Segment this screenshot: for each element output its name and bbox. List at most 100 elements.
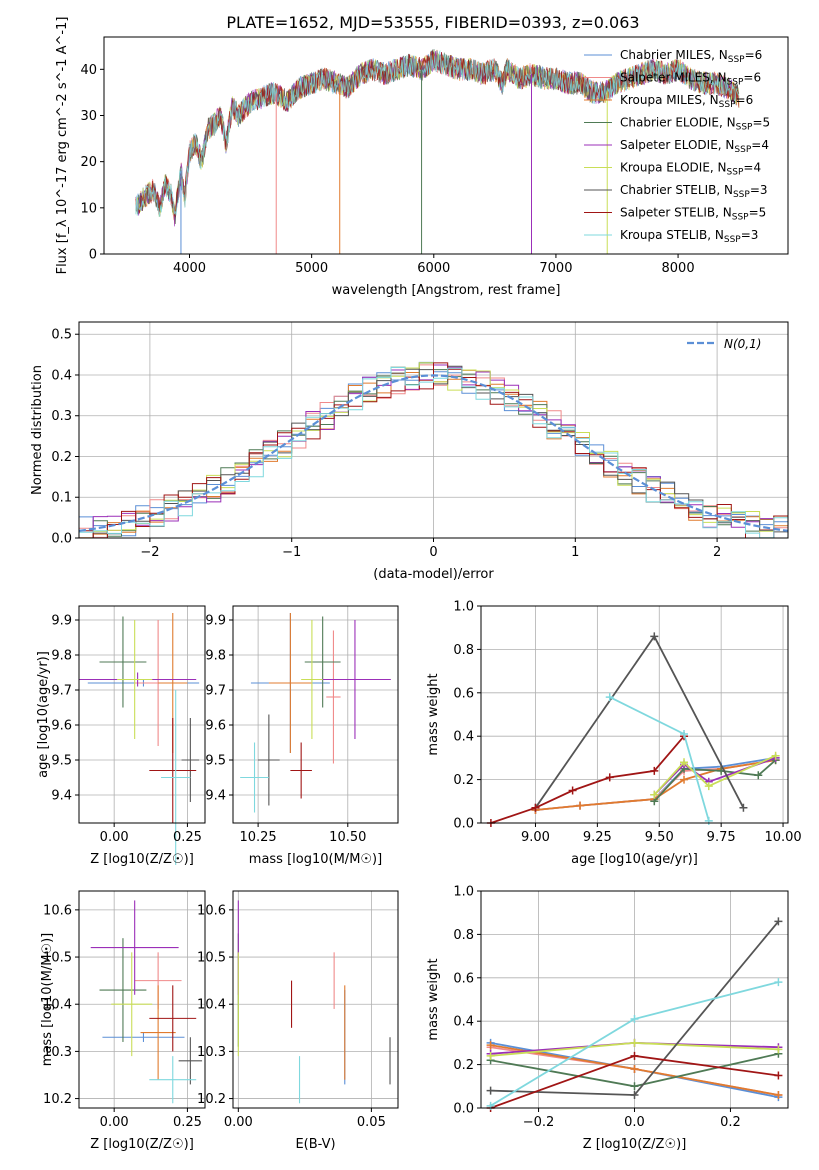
- y-tick-label: 10.4: [43, 998, 72, 1013]
- y-tick-label: 9.5: [51, 754, 72, 769]
- x-tick-label: 9.00: [521, 830, 550, 845]
- data-point-marker: [739, 803, 748, 812]
- x-tick-label: 0.00: [100, 1115, 129, 1130]
- y-tick-label: 10: [80, 201, 97, 216]
- y-tick-label: 10.6: [43, 903, 72, 918]
- axes-frame: [480, 605, 789, 824]
- data-point-marker: [704, 782, 713, 791]
- y-tick-label: 0.0: [453, 1102, 474, 1117]
- y-tick-label: 9.6: [51, 719, 72, 734]
- legend-label: Chabrier STELIB, NSSP=3: [620, 183, 768, 200]
- mass-weight-line: [490, 735, 685, 824]
- y-tick-label: 9.7: [51, 684, 72, 699]
- y-tick-label: 0.5: [51, 328, 72, 343]
- data-point-marker: [486, 1051, 495, 1060]
- y-tick-label: 0.2: [51, 450, 72, 465]
- x-axis-label: mass [log10(M/M☉)]: [249, 852, 382, 867]
- y-tick-label: 10.3: [197, 1045, 226, 1060]
- figure-title: PLATE=1652, MJD=53555, FIBERID=0393, z=0…: [226, 13, 639, 32]
- x-axis-label: Z [log10(Z/Z☉)]: [90, 852, 194, 867]
- x-axis-label: age [log10(age/yr)]: [571, 852, 698, 867]
- axes-frame: [78, 890, 206, 1109]
- data-point-marker: [680, 775, 689, 784]
- x-tick-label: 0.25: [173, 1115, 202, 1130]
- y-tick-label: 0.8: [453, 928, 474, 943]
- data-point-marker: [650, 790, 659, 799]
- axes-frame: [232, 605, 399, 824]
- x-axis-label: (data-model)/error: [373, 567, 494, 582]
- normal-curve: [79, 374, 788, 532]
- data-point-marker: [605, 773, 614, 782]
- panel-mass-vs-Z: 0.00 0.25 10.2 10.3 10.4 10.5 10.6 Z [log10(Z/Z…: [40, 890, 206, 1152]
- y-tick-label: 9.5: [205, 754, 226, 769]
- plot-area: [90, 900, 203, 1104]
- y-tick-label: 0.1: [51, 491, 72, 506]
- y-axis-label: mass [log10(M/M☉)]: [40, 933, 55, 1066]
- plot-area: [79, 361, 788, 538]
- legend-label: Kroupa STELIB, NSSP=3: [620, 228, 758, 245]
- x-axis-label: wavelength [Angstrom, rest frame]: [332, 283, 561, 298]
- data-point-marker: [630, 1038, 639, 1047]
- spectrum-line: [135, 49, 740, 217]
- y-tick-label: 9.4: [51, 789, 72, 804]
- y-tick-label: 9.4: [205, 789, 226, 804]
- y-tick-label: 0.2: [453, 1058, 474, 1073]
- axes-frame: [78, 605, 206, 824]
- chart-layer: 4000 5000 6000 7000 8000010203040wavelength …: [30, 17, 802, 1152]
- x-tick-label: 0.25: [173, 830, 202, 845]
- mass-weight-line: [535, 759, 776, 811]
- y-tick-label: 10.5: [43, 951, 72, 966]
- y-tick-label: 0.2: [453, 773, 474, 788]
- panel-spectrum: 4000 5000 6000 7000 8000 0 10 20 30 40 wavelength …: [55, 17, 789, 298]
- y-tick-label: 1.0: [453, 600, 474, 615]
- x-tick-label: 0.05: [357, 1115, 386, 1130]
- x-tick-label: −1: [282, 545, 301, 560]
- plot-area: [79, 613, 200, 865]
- data-point-marker: [605, 693, 614, 702]
- y-tick-label: 9.9: [51, 614, 72, 629]
- x-tick-label: 0: [429, 545, 437, 560]
- data-point-marker: [754, 771, 763, 780]
- y-tick-label: 0.4: [51, 368, 72, 383]
- panel-mass-weight-vs-age: 9.00 9.25 9.50 9.75 10.00 0.0 0.2 0.4 0.6 0.8 1.0 a…: [426, 600, 802, 868]
- y-tick-label: 20: [80, 155, 97, 170]
- data-point-marker: [774, 978, 783, 987]
- y-tick-label: 0: [89, 248, 97, 263]
- y-axis-label: age [log10(age/yr)]: [36, 651, 51, 778]
- x-tick-label: 6000: [417, 261, 450, 276]
- y-tick-label: 9.8: [51, 649, 72, 664]
- legend-label: Salpeter STELIB, NSSP=5: [620, 206, 766, 223]
- y-axis-label: mass weight: [426, 673, 441, 755]
- data-point-marker: [568, 786, 577, 795]
- y-axis-label: mass weight: [426, 958, 441, 1040]
- data-point-marker: [704, 816, 713, 825]
- x-tick-label: 9.25: [583, 830, 612, 845]
- y-tick-label: 40: [80, 63, 97, 78]
- data-point-marker: [774, 917, 783, 926]
- y-tick-label: 10.6: [197, 903, 226, 918]
- panel-residual-histogram: −2 −1 0 1 2 0.0 0.1 0.2 0.3 0.4 0.5 (data-model)/er…: [30, 321, 789, 582]
- mass-weight-line: [535, 759, 776, 811]
- x-tick-label: 10.25: [239, 830, 276, 845]
- data-point-marker: [630, 1064, 639, 1073]
- data-point-marker: [650, 766, 659, 775]
- y-tick-label: 0.8: [453, 643, 474, 658]
- plot-area: [237, 900, 391, 1104]
- axes-frame: [232, 890, 399, 1109]
- y-tick-label: 0.4: [453, 1015, 474, 1030]
- data-point-marker: [576, 801, 585, 810]
- y-tick-label: 0.0: [453, 817, 474, 832]
- x-tick-label: 9.50: [645, 830, 674, 845]
- x-tick-label: 9.75: [707, 830, 736, 845]
- plot-area: [486, 632, 780, 827]
- x-tick-label: 10.00: [764, 830, 801, 845]
- data-point-marker: [630, 1015, 639, 1024]
- data-point-marker: [771, 751, 780, 760]
- histogram-step: [79, 367, 788, 538]
- panel-mass-weight-vs-Z: −0.2 0.0 0.2 0.0 0.2 0.4 0.6 0.8 1.0 Z [log10(Z/Z…: [426, 885, 789, 1152]
- y-tick-label: 9.6: [205, 719, 226, 734]
- x-tick-label: 4000: [173, 261, 206, 276]
- y-tick-label: 30: [80, 109, 97, 124]
- plot-area: [240, 613, 391, 813]
